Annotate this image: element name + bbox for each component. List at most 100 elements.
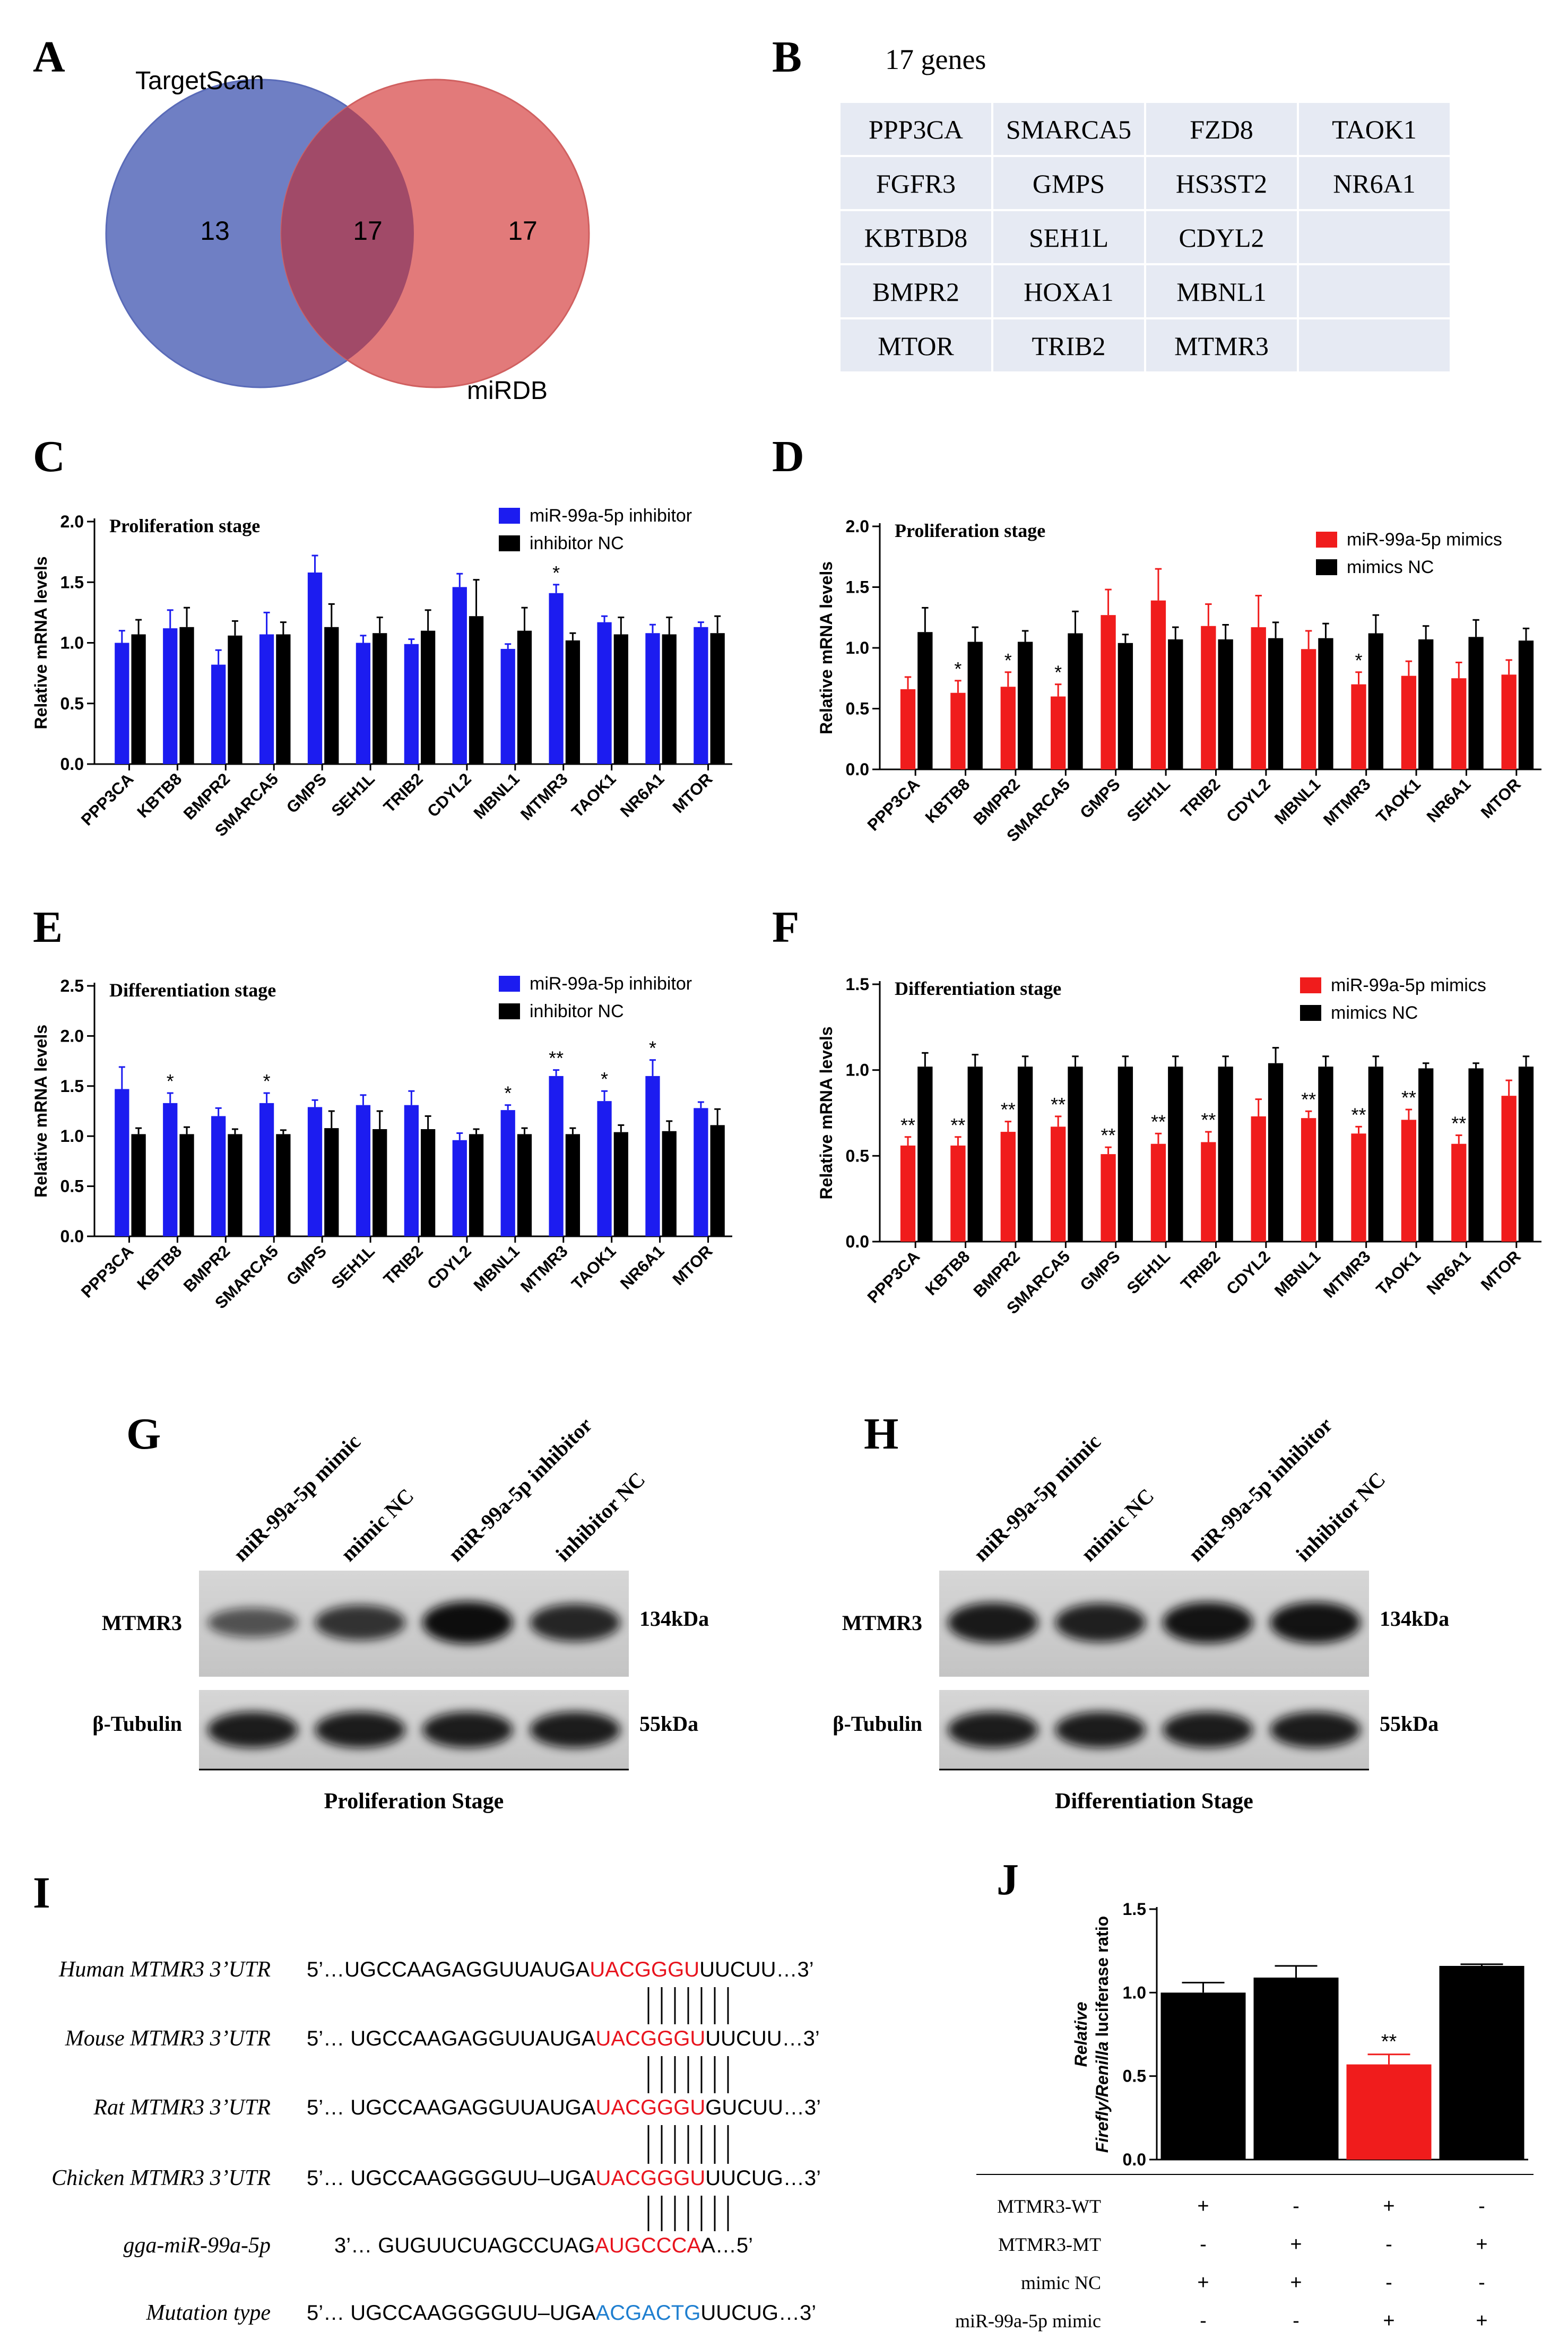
blot-caption: Proliferation Stage [324, 1789, 504, 1814]
blot-row-label: MTMR3 [842, 1611, 922, 1635]
sequence-suffix: GUCUU…3’ [705, 2096, 821, 2119]
x-tick-label: PPP3CA [77, 769, 137, 829]
sequence-prefix: 5’… UGCCAAGAGGUUAUGA [307, 2096, 596, 2119]
condition-mark: - [1385, 2233, 1392, 2256]
x-tick-label: CDYL2 [1223, 775, 1274, 826]
legend-label: inhibitor NC [530, 1001, 624, 1021]
x-tick-label: MTOR [669, 769, 716, 817]
condition-label: miR-99a-5p mimic [955, 2310, 1101, 2331]
bar [517, 1134, 532, 1236]
band-tubulin [1163, 1712, 1253, 1748]
significance-star: * [954, 658, 961, 680]
bar [1251, 1116, 1266, 1242]
bar [1301, 649, 1316, 769]
lane-label: mimic NC [1076, 1484, 1158, 1566]
band-tubulin [948, 1712, 1038, 1748]
panel-label-d: D [772, 432, 804, 481]
gene-name: HS3ST2 [1176, 169, 1267, 198]
bar [1168, 1067, 1183, 1242]
bar [694, 1108, 708, 1236]
bar [131, 634, 146, 764]
band-mtmr3 [1055, 1603, 1146, 1642]
x-tick-label: CDYL2 [423, 769, 475, 821]
bar [1418, 1068, 1434, 1242]
bar [1150, 1143, 1166, 1242]
y-axis-label-rest: luciferase ratio [1093, 1916, 1112, 2042]
bar [356, 1105, 371, 1236]
x-tick-label: TAOK1 [568, 1242, 619, 1293]
panel-label-f: F [772, 903, 799, 952]
bar [1501, 1096, 1517, 1242]
blot-kda-label: 55kDa [639, 1712, 698, 1736]
bar [179, 627, 194, 764]
condition-mark: + [1383, 2195, 1394, 2217]
band-tubulin [530, 1712, 620, 1748]
gene-cell [993, 157, 1144, 209]
bar [1201, 626, 1216, 769]
bar [307, 1107, 323, 1236]
gene-cell [841, 211, 991, 263]
condition-mark: - [1293, 2310, 1300, 2332]
x-tick-label: MTMR3 [517, 1242, 571, 1296]
gene-cell [1146, 211, 1297, 263]
x-tick-label: SEH1L [1123, 1247, 1174, 1297]
gene-name: SMARCA5 [1006, 115, 1131, 144]
legend-label: miR-99a-5p mimics [1331, 975, 1486, 995]
gene-name: MTMR3 [1174, 331, 1269, 361]
chart-f: 0.0 0.5 1.0 1.5 Relative mRNA levels Differen… [817, 975, 1541, 1317]
band-mtmr3 [948, 1602, 1038, 1643]
y-axis-label-line2: Firefly/Renilla luciferase ratio [1093, 1916, 1112, 2153]
band-tubulin [207, 1712, 298, 1748]
chart-d: 0.0 0.5 1.0 1.5 2.0 Relative mRNA levels Proli… [817, 517, 1541, 845]
bar [694, 627, 708, 764]
gene-cell [1146, 103, 1297, 155]
significance-star: * [167, 1070, 174, 1092]
bar [307, 572, 323, 764]
bar [1318, 638, 1333, 769]
sequence-label: Rat MTMR3 3’UTR [93, 2095, 271, 2120]
bar [1101, 615, 1116, 769]
bar [1160, 1992, 1246, 2160]
band-mtmr3 [1163, 1602, 1253, 1643]
sequence-prefix: 3’… GUGUUCUAGCCUAG [334, 2234, 595, 2257]
bar [452, 1140, 467, 1236]
seed-region: UACGGGU [596, 2096, 706, 2119]
bar [710, 633, 725, 764]
blot-kda-label: 55kDa [1380, 1712, 1439, 1736]
panel-label-e: E [33, 903, 63, 952]
sequence-prefix: 5’… UGCCAAGGGGUU–UGA [307, 2166, 596, 2190]
x-tick-label: TRIB2 [380, 769, 427, 816]
x-tick-label: TRIB2 [1177, 1247, 1224, 1294]
y-tick-label: 2.5 [60, 976, 84, 995]
y-tick-label: 0.5 [846, 699, 869, 718]
gene-name: TAOK1 [1332, 115, 1417, 144]
lane-label: mimic NC [336, 1484, 418, 1566]
condition-mark: + [1383, 2310, 1394, 2332]
x-tick-label: MTMR3 [1320, 775, 1374, 829]
x-tick-label: CDYL2 [423, 1242, 475, 1293]
bar [1451, 1143, 1467, 1242]
sequence-text: 5’… UGCCAAGAGGUUAUGAUACGGGUUUCUU…3’ [307, 2027, 820, 2050]
legend-label: miR-99a-5p mimics [1347, 530, 1502, 550]
bar [1218, 1067, 1233, 1242]
bar [1201, 1142, 1216, 1242]
bar [211, 664, 226, 764]
gene-cell [993, 211, 1144, 263]
y-tick-label: 1.0 [60, 634, 84, 653]
condition-mark: - [1385, 2272, 1392, 2294]
bar [710, 1125, 725, 1236]
bar [1418, 639, 1434, 769]
sequence-suffix: UUCUU…3’ [705, 2027, 820, 2050]
bar [228, 1134, 242, 1236]
gene-cell [1146, 157, 1297, 209]
y-axis-label-italic: Firefly/Renilla [1093, 2041, 1112, 2153]
panel-label-i: I [33, 1868, 50, 1918]
significance-star: ** [1151, 1111, 1166, 1132]
bar [1401, 1120, 1417, 1242]
x-tick-label: GMPS [1076, 1247, 1123, 1294]
condition-mark: + [1476, 2310, 1487, 2332]
venn-overlap [281, 80, 414, 387]
gene-cell [993, 319, 1144, 371]
bar [1346, 2064, 1432, 2160]
